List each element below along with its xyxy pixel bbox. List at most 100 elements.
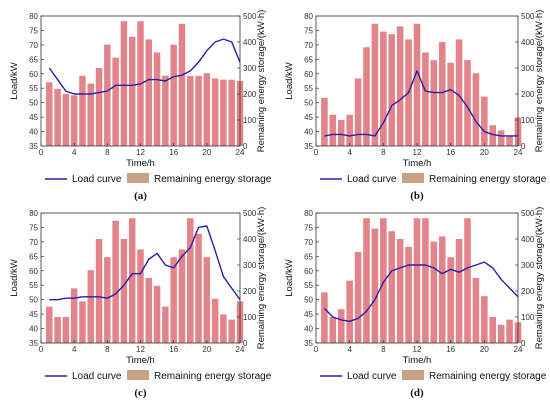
x-tick-label: 12	[136, 148, 145, 157]
bar	[203, 257, 211, 343]
y-tick-label: 65	[29, 55, 38, 64]
bar	[380, 31, 387, 147]
panel-label: (b)	[410, 190, 424, 202]
legend-bar-label: Remaining energy storage	[154, 371, 272, 382]
panel-label: (a)	[134, 190, 147, 202]
bar	[120, 21, 128, 147]
bar	[104, 44, 111, 146]
load-curve-line	[49, 225, 241, 301]
x-tick-label: 16	[446, 148, 455, 157]
bar	[170, 257, 177, 343]
bar	[413, 23, 421, 146]
y-tick-label: 40	[29, 128, 38, 137]
load-curve-line	[48, 38, 241, 95]
bar	[363, 218, 370, 343]
y-tick-label: 50	[29, 296, 38, 305]
bar	[87, 83, 94, 146]
bar	[211, 298, 219, 343]
bar	[371, 23, 379, 146]
y-tick-label: 50	[304, 296, 313, 305]
y2-tick-label: 300	[243, 261, 257, 270]
y-tick-label: 45	[304, 113, 313, 122]
y-tick-label: 50	[304, 99, 313, 108]
y-tick-label: 65	[304, 55, 313, 64]
y-tick-label: 50	[29, 99, 38, 108]
legend-line-label: Load curve	[347, 174, 397, 185]
x-tick-label: 4	[347, 148, 352, 157]
y2-tick-label: 500	[521, 209, 535, 218]
x-tick-label: 4	[72, 148, 77, 157]
x-axis-label: Time/h	[403, 355, 432, 366]
y2-tick-label: 300	[521, 64, 535, 73]
y-tick-label: 80	[304, 209, 313, 218]
legend-bar-label: Remaining energy storage	[154, 174, 272, 185]
y2-tick-label: 200	[243, 287, 257, 296]
y2-tick-label: 400	[521, 235, 535, 244]
y2-axis-label: Remaining energy storage/(kW·h)	[534, 10, 545, 153]
bar	[145, 278, 153, 343]
bar	[70, 95, 78, 146]
y2-axis-label: Remaining energy storage/(kW·h)	[534, 207, 545, 350]
bar	[472, 278, 480, 343]
y-tick-label: 45	[304, 310, 313, 319]
y-axis-label: Load/kW	[284, 62, 295, 100]
legend-bar-swatch	[127, 173, 149, 183]
bar	[430, 60, 438, 147]
y2-tick-label: 400	[521, 38, 535, 47]
bar	[447, 257, 454, 343]
y2-tick-label: 400	[243, 38, 257, 47]
bar	[438, 42, 446, 146]
y-axis-label: Load/kW	[9, 259, 20, 297]
y2-tick-label: 500	[243, 12, 257, 21]
x-tick-label: 4	[347, 345, 352, 354]
x-tick-label: 16	[169, 148, 178, 157]
bar	[170, 44, 177, 146]
y2-tick-label: 100	[243, 313, 257, 322]
y2-axis-label: Remaining energy storage/(kW·h)	[256, 10, 267, 153]
y-tick-label: 35	[29, 142, 38, 151]
x-tick-label: 20	[202, 148, 211, 157]
y2-tick-label: 0	[243, 339, 248, 348]
y2-tick-label: 200	[521, 90, 535, 99]
x-tick-label: 20	[480, 345, 489, 354]
bar	[354, 78, 362, 146]
x-tick-label: 24	[514, 345, 523, 354]
x-tick-label: 8	[381, 345, 386, 354]
bar	[329, 317, 337, 343]
bar	[464, 218, 471, 343]
bar	[489, 125, 497, 146]
y2-tick-label: 200	[521, 287, 535, 296]
y2-tick-label: 0	[521, 142, 526, 151]
y-tick-label: 40	[304, 128, 313, 137]
y-tick-label: 70	[304, 238, 313, 247]
bar	[211, 78, 219, 146]
bar	[220, 314, 227, 343]
x-tick-label: 12	[413, 345, 422, 354]
bar	[79, 75, 86, 146]
panel-label: (c)	[134, 387, 147, 399]
bar	[363, 47, 370, 147]
x-tick-label: 8	[105, 148, 110, 157]
y-axis-label: Load/kW	[284, 259, 295, 297]
y-tick-label: 60	[29, 267, 38, 276]
bar	[178, 249, 186, 343]
y-tick-label: 55	[304, 84, 313, 93]
legend-line-label: Load curve	[72, 371, 122, 382]
x-tick-label: 20	[480, 148, 489, 157]
bar	[112, 220, 119, 343]
x-tick-label: 20	[202, 345, 211, 354]
y-tick-label: 75	[304, 223, 313, 232]
x-tick-label: 24	[236, 148, 245, 157]
bar	[187, 218, 194, 343]
bar	[455, 239, 463, 343]
y2-tick-label: 500	[521, 12, 535, 21]
y-tick-label: 75	[304, 26, 313, 35]
bar	[128, 36, 136, 146]
y-tick-label: 40	[29, 325, 38, 334]
bar	[422, 52, 429, 146]
y2-axis-label: Remaining energy storage/(kW·h)	[256, 207, 267, 350]
bar	[153, 285, 161, 343]
y-tick-label: 35	[29, 339, 38, 348]
bar	[396, 26, 404, 146]
